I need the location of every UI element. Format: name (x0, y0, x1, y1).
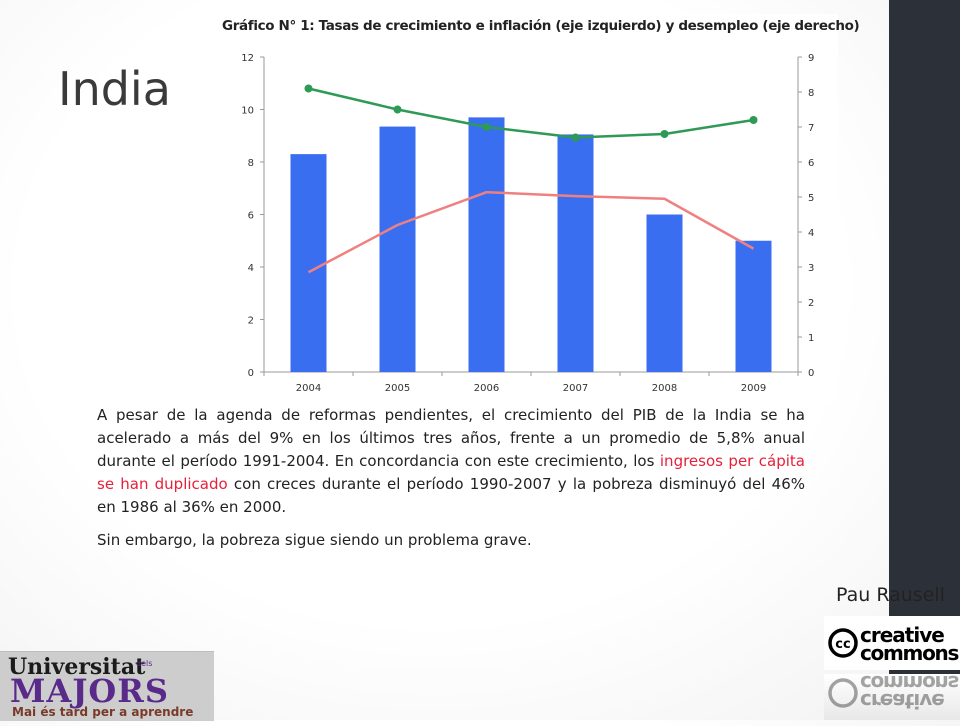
left-tick-label: 10 (241, 106, 254, 117)
chart-container: Gráfico N° 1: Tasas de crecimiento e inf… (222, 14, 860, 402)
series-point (482, 123, 491, 131)
right-tick-label: 9 (808, 53, 814, 64)
x-tick-label: 2006 (474, 383, 499, 394)
bar (379, 126, 416, 372)
universitat-dels-majors-logo: Universitat dels MAJORS Mai és tard per … (0, 651, 214, 721)
paragraph-1-end: con creces durante el período 1990-2007 … (97, 475, 805, 516)
creative-commons-reflection: creative commons (824, 674, 960, 720)
sidebar-panel (889, 0, 960, 720)
right-tick-label: 1 (808, 333, 814, 344)
cc-reflect-text-2: commons (860, 674, 958, 695)
series-line (307, 190, 755, 274)
series-point (749, 116, 758, 124)
bar (468, 117, 505, 372)
left-tick-label: 12 (241, 53, 254, 64)
series-point (571, 133, 580, 142)
left-tick-label: 2 (248, 316, 254, 327)
right-tick-label: 2 (808, 298, 814, 309)
paragraph-1: A pesar de la agenda de reformas pendien… (97, 404, 805, 519)
x-tick-label: 2005 (385, 383, 410, 394)
author-name: Pau Rausell (836, 584, 945, 606)
bar (290, 154, 327, 372)
chart-title: Gráfico N° 1: Tasas de crecimiento e inf… (222, 18, 860, 34)
cc-text-creative: creative (860, 623, 944, 647)
uni-line-3: Mai és tard per a aprendre (12, 705, 193, 719)
creative-commons-logo: cc creative commons (824, 616, 960, 670)
paragraph-1-highlight: ingresos per cápita se han duplicado (97, 452, 805, 493)
bar (735, 240, 772, 372)
cc-text-commons: commons (860, 641, 958, 665)
series-point (304, 84, 313, 93)
x-tick-label: 2008 (652, 383, 677, 394)
series-line (308, 87, 754, 139)
uni-line-2: MAJORS (10, 672, 169, 710)
right-tick-label: 7 (808, 123, 814, 134)
left-tick-label: 6 (248, 211, 254, 222)
right-tick-label: 5 (808, 193, 814, 204)
body-text: A pesar de la agenda de reformas pendien… (97, 404, 805, 562)
right-tick-label: 0 (808, 368, 814, 379)
x-tick-label: 2004 (296, 383, 321, 394)
right-tick-label: 8 (808, 88, 814, 99)
uni-small: dels (136, 659, 152, 668)
x-tick-label: 2009 (741, 383, 766, 394)
left-tick-label: 8 (248, 158, 254, 169)
cc-symbol: cc (835, 637, 850, 652)
slide-title: India (58, 62, 171, 116)
cc-circle (828, 628, 858, 658)
uni-line-1: Universitat (8, 654, 146, 680)
paragraph-2: Sin embargo, la pobreza sigue siendo un … (97, 531, 532, 549)
right-tick-label: 3 (808, 263, 814, 274)
series-point (393, 105, 402, 114)
right-tick-label: 6 (808, 158, 814, 169)
cc-reflect-text-1: creative (860, 689, 944, 713)
bar (557, 134, 594, 372)
x-tick-label: 2007 (563, 383, 588, 394)
left-tick-label: 0 (248, 368, 254, 379)
right-tick-label: 4 (808, 228, 814, 239)
paragraph-1-start: A pesar de la agenda de reformas pendien… (97, 406, 805, 470)
left-tick-label: 4 (248, 263, 254, 274)
series-point (660, 130, 669, 138)
bar (646, 214, 683, 372)
